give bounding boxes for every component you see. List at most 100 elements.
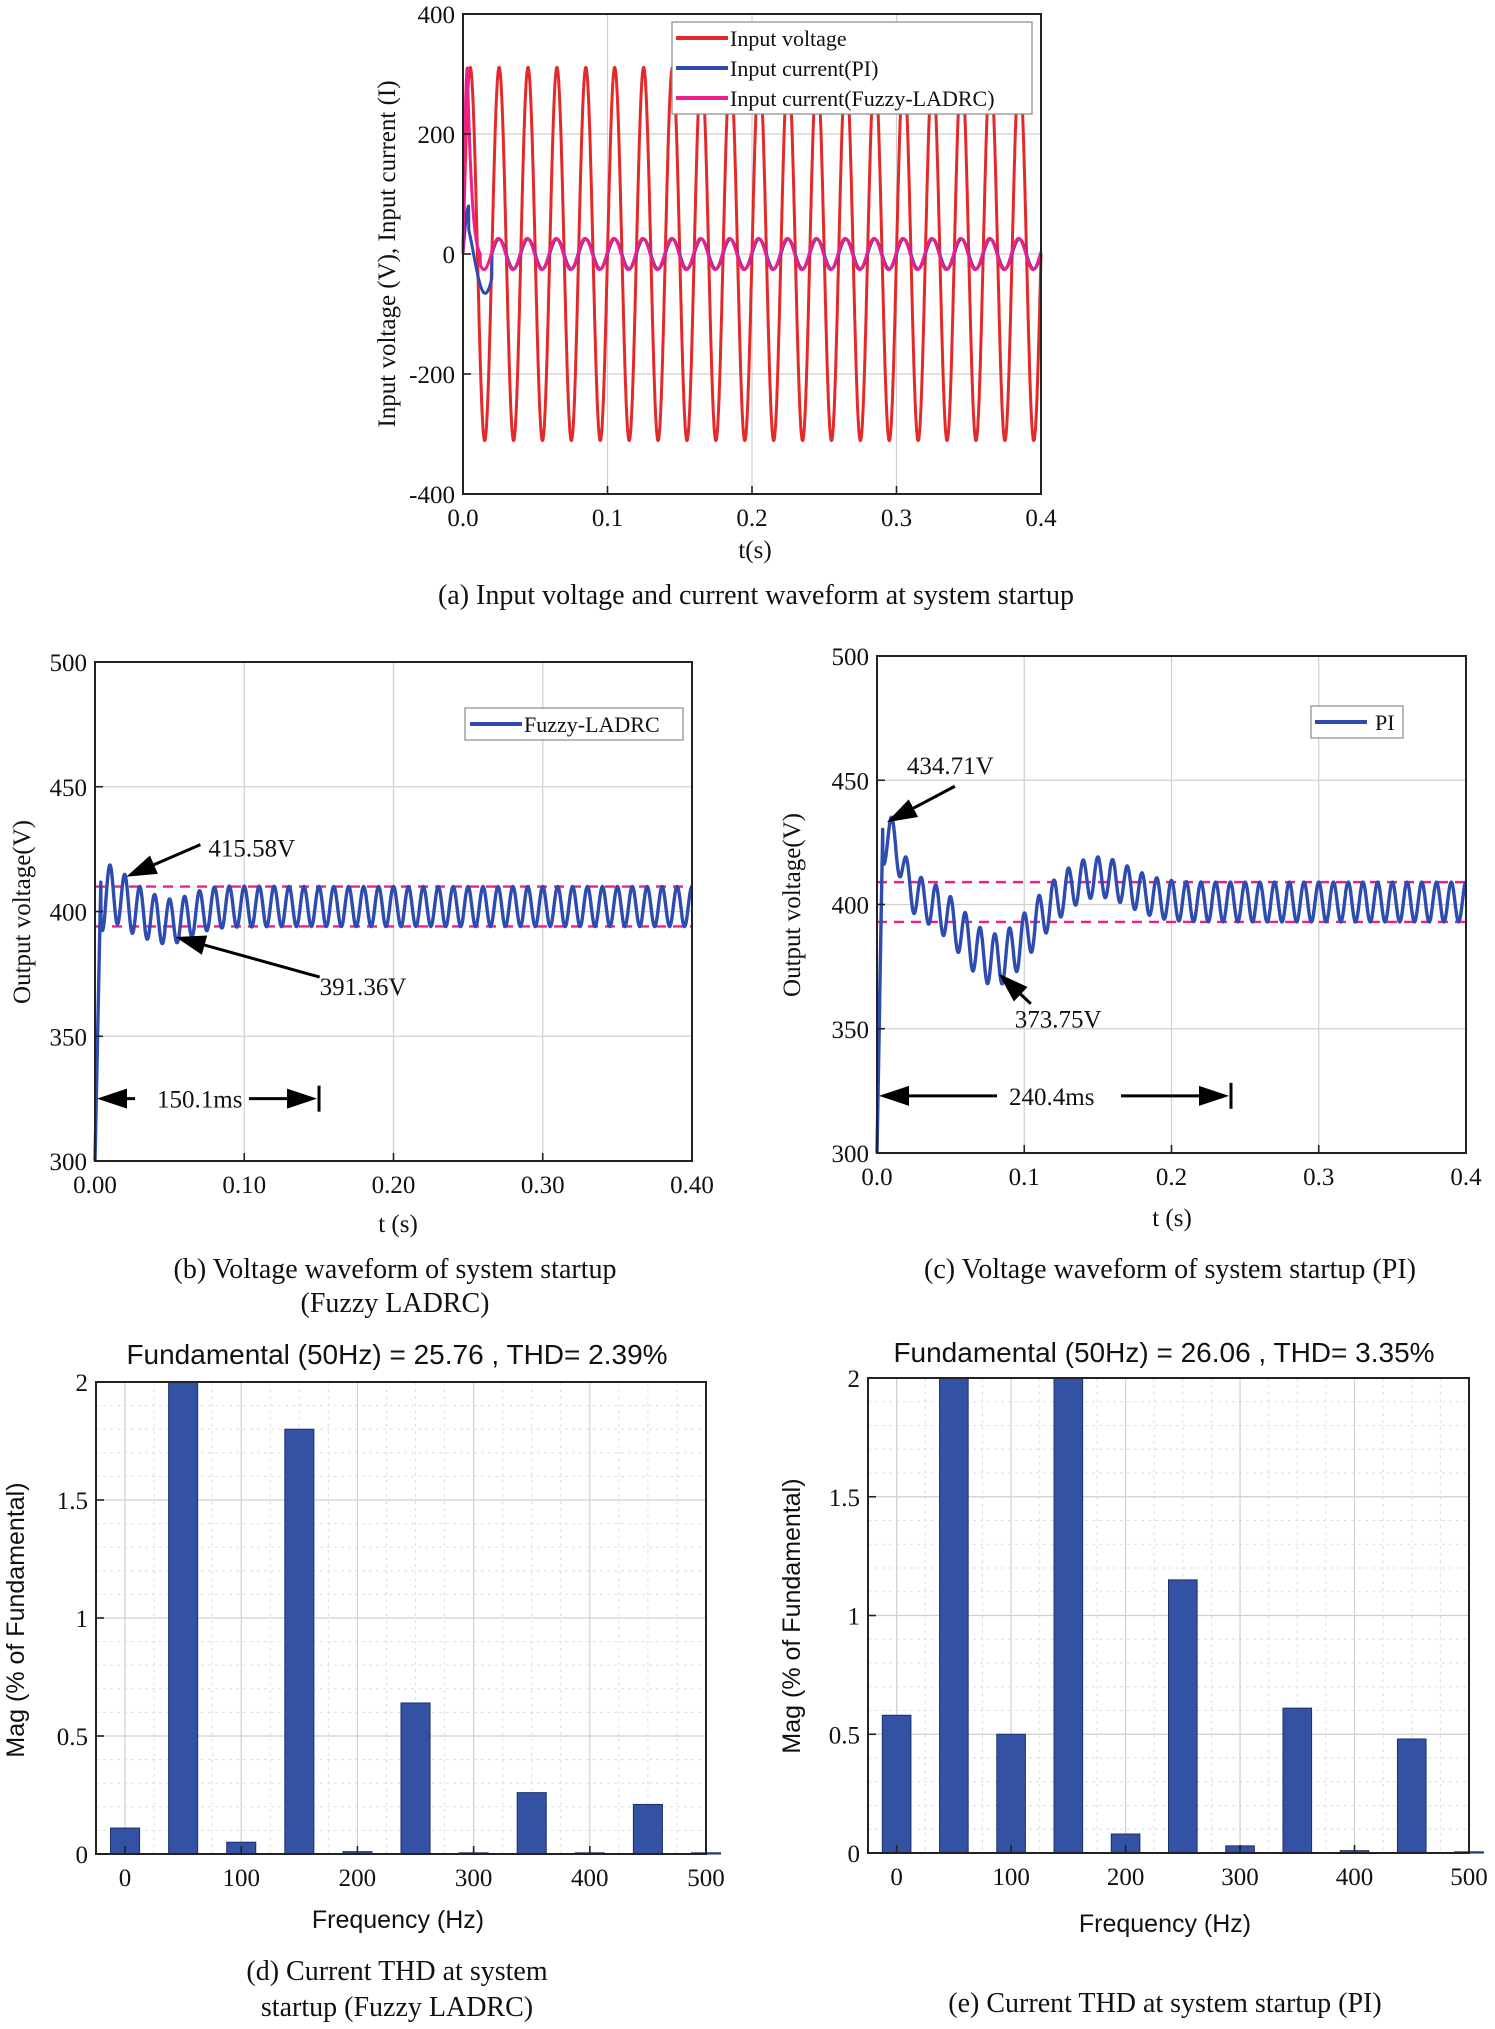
x-tick-label: 200 bbox=[339, 1865, 377, 1892]
x-tick-label: 0.3 bbox=[881, 505, 912, 532]
panel-b-ticks: 0.00 0.10 0.20 0.30 0.40 300 350 400 450 500 bbox=[50, 650, 714, 1199]
panel-d-caption-line1: (d) Current THD at system bbox=[246, 1956, 547, 1987]
x-tick-label: 0.00 bbox=[73, 1172, 117, 1199]
panel-a-x-label: t(s) bbox=[738, 537, 771, 564]
x-tick-label: 0 bbox=[890, 1864, 903, 1891]
y-tick-label: 200 bbox=[418, 122, 456, 149]
x-tick-label: 100 bbox=[222, 1865, 260, 1892]
legend-input-current-fuzzy: Input current(Fuzzy-LADRC) bbox=[730, 86, 995, 111]
arrow-peak bbox=[886, 784, 956, 823]
panel-d-x-label: Frequency (Hz) bbox=[312, 1906, 484, 1934]
arrow-dip-shaft bbox=[1019, 993, 1032, 1005]
y-tick-label: 400 bbox=[50, 900, 88, 927]
y-tick-label: 350 bbox=[832, 1017, 870, 1044]
legend-input-voltage: Input voltage bbox=[730, 26, 847, 51]
bar-250hz bbox=[400, 1702, 431, 1855]
bar-350hz bbox=[516, 1792, 547, 1855]
x-tick-label: 0.0 bbox=[861, 1164, 892, 1191]
panel-b-caption-line1: (b) Voltage waveform of system startup bbox=[174, 1254, 617, 1285]
bar-100hz bbox=[996, 1733, 1026, 1854]
arrow-peak-head bbox=[886, 799, 919, 823]
panel-b-annotations: 415.58V 391.36V 150.1ms bbox=[97, 836, 406, 1114]
arrow-peak bbox=[126, 843, 201, 877]
y-tick-label: 450 bbox=[832, 768, 870, 795]
bar-250hz bbox=[1168, 1579, 1198, 1854]
panel-c-legend: PI bbox=[1310, 705, 1404, 739]
y-tick-label: 1 bbox=[76, 1606, 89, 1633]
panel-e-ticks: 0 100 200 300 400 500 0 0.5 1 1.5 2 bbox=[829, 1366, 1488, 1891]
panel-e-title: Fundamental (50Hz) = 26.06 , THD= 3.35% bbox=[893, 1337, 1434, 1368]
panel-b-x-label: t (s) bbox=[378, 1211, 418, 1238]
panel-a: 0.0 0.1 0.2 0.3 0.4 -400 -200 0 200 400 t(s) Inpu… bbox=[374, 2, 1074, 611]
panel-d-ticks: 0 100 200 300 400 500 0 0.5 1 1.5 2 bbox=[57, 1370, 725, 1892]
bar-50hz bbox=[939, 1377, 969, 1854]
arrow-dip-shaft bbox=[204, 943, 321, 979]
panel-d: Fundamental (50Hz) = 25.76 , THD= 2.39% … bbox=[2, 1339, 725, 2023]
bar-0hz bbox=[881, 1714, 912, 1854]
panel-b: 0.00 0.10 0.20 0.30 0.40 300 350 400 450 500 415.… bbox=[9, 650, 714, 1319]
series-output-voltage-pi bbox=[875, 815, 1468, 1154]
series-input-current-fuzzy bbox=[461, 66, 1043, 272]
arrow-dip bbox=[175, 935, 321, 979]
bar-50hz bbox=[168, 1381, 199, 1855]
legend-input-current-pi: Input current(PI) bbox=[730, 56, 878, 81]
arrow-settle-right bbox=[1120, 1085, 1229, 1106]
y-tick-label: 450 bbox=[50, 775, 88, 802]
legend-pi: PI bbox=[1375, 710, 1395, 735]
panel-e-y-label: Mag (% of Fundamental) bbox=[778, 1478, 806, 1753]
panel-b-y-label: Output voltage(V) bbox=[9, 820, 36, 1004]
y-tick-label: 1.5 bbox=[57, 1488, 88, 1515]
panel-a-legend-box bbox=[671, 21, 1033, 115]
y-tick-label: 0 bbox=[76, 1842, 89, 1869]
panel-b-caption-line2: (Fuzzy LADRC) bbox=[301, 1288, 490, 1319]
arrow-settle-right-head bbox=[1198, 1085, 1229, 1106]
y-tick-label: 300 bbox=[832, 1141, 870, 1168]
panel-a-series bbox=[461, 65, 1043, 443]
panel-d-caption-line2: startup (Fuzzy LADRC) bbox=[261, 1992, 533, 2023]
panel-c-y-label: Output voltage(V) bbox=[779, 813, 806, 997]
panel-c-caption: (c) Voltage waveform of system startup (… bbox=[924, 1254, 1416, 1285]
y-tick-label: 400 bbox=[832, 893, 870, 920]
y-tick-label: 0 bbox=[443, 242, 456, 269]
annotation-settle-time: 240.4ms bbox=[1009, 1084, 1094, 1111]
arrow-dip-head bbox=[175, 935, 208, 955]
arrow-peak-head bbox=[126, 855, 158, 877]
bar-350hz bbox=[1282, 1707, 1313, 1854]
x-tick-label: 0.1 bbox=[592, 505, 623, 532]
arrow-settle-left-head bbox=[879, 1085, 909, 1106]
x-tick-label: 0 bbox=[119, 1865, 132, 1892]
panel-a-caption: (a) Input voltage and current waveform a… bbox=[438, 580, 1074, 611]
x-tick-label: 0.4 bbox=[1450, 1164, 1482, 1191]
y-tick-label: -400 bbox=[409, 482, 455, 509]
y-tick-label: 0.5 bbox=[57, 1724, 88, 1751]
panel-b-legend: Fuzzy-LADRC bbox=[464, 707, 684, 741]
panel-c: 0.0 0.1 0.2 0.3 0.4 300 350 400 450 500 434.71V 37… bbox=[779, 644, 1482, 1285]
x-tick-label: 0.40 bbox=[670, 1172, 714, 1199]
x-tick-label: 100 bbox=[992, 1864, 1030, 1891]
arrow-dip-head bbox=[998, 973, 1028, 1002]
bar-150hz bbox=[1053, 1377, 1084, 1854]
y-tick-label: -200 bbox=[409, 362, 455, 389]
panel-b-series bbox=[93, 863, 694, 1162]
panel-a-y-label: Input voltage (V), Input current (I) bbox=[374, 80, 401, 427]
arrow-settle-left-head bbox=[97, 1088, 127, 1109]
annotation-dip-voltage: 373.75V bbox=[1015, 1007, 1102, 1034]
x-tick-label: 300 bbox=[1221, 1864, 1259, 1891]
bar-150hz bbox=[284, 1428, 315, 1855]
x-tick-label: 0.4 bbox=[1025, 505, 1057, 532]
panel-e-x-label: Frequency (Hz) bbox=[1079, 1910, 1251, 1938]
annotation-peak-voltage: 434.71V bbox=[907, 753, 994, 780]
arrow-settle-right bbox=[249, 1088, 318, 1109]
x-tick-label: 300 bbox=[455, 1865, 493, 1892]
panel-e: Fundamental (50Hz) = 26.06 , THD= 3.35% … bbox=[778, 1337, 1488, 2019]
series-output-voltage-fuzzy-ladrc bbox=[93, 863, 694, 1162]
arrow-settle-left bbox=[879, 1085, 997, 1106]
legend-fuzzy-ladrc: Fuzzy-LADRC bbox=[524, 712, 660, 737]
y-tick-label: 2 bbox=[76, 1370, 89, 1397]
panel-a-legend: Input voltage Input current(PI) Input cu… bbox=[671, 21, 1033, 115]
arrow-settle-left bbox=[97, 1088, 135, 1109]
arrow-settle-right-head bbox=[287, 1088, 318, 1109]
y-tick-label: 0.5 bbox=[829, 1722, 860, 1749]
panel-d-bars bbox=[110, 1381, 722, 1855]
